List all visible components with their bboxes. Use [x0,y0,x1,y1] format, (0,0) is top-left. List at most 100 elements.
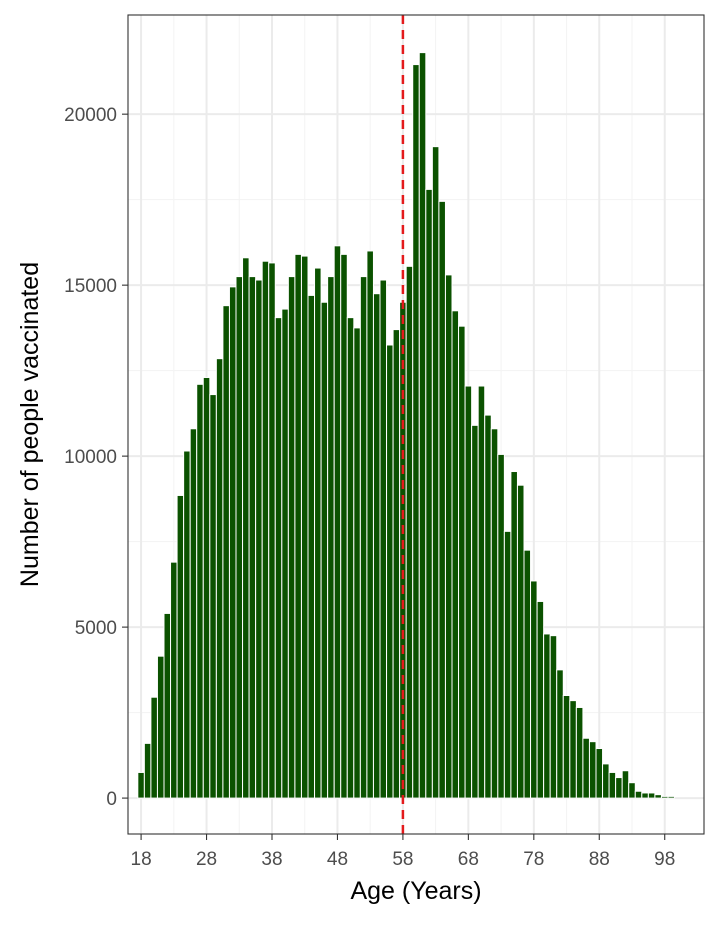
bar [425,188,433,799]
bar [490,428,499,799]
y-tick-label: 10000 [64,447,117,468]
bar [235,276,244,799]
bar [418,52,427,799]
bar [196,383,204,799]
bar [366,250,374,799]
bar [392,329,401,799]
bar [307,294,316,799]
bar [523,549,532,799]
bar [628,782,636,799]
bar [444,274,453,799]
bar [569,700,577,799]
bar [314,267,322,799]
bar [333,245,342,799]
bar [281,308,289,799]
x-tick-label: 28 [196,849,217,870]
bar [510,471,518,799]
x-tick-label: 48 [327,849,348,870]
y-tick-label: 5000 [75,618,117,639]
bar [359,276,368,799]
bar [176,494,185,799]
bar [346,317,355,799]
bar [274,317,283,799]
bar [497,453,505,799]
bar [641,792,649,799]
bar [222,305,230,799]
bar [340,253,348,799]
x-tick-label: 78 [523,849,544,870]
bar [608,771,617,799]
bar [379,279,388,799]
x-tick-label: 58 [392,849,413,870]
panel-border [127,14,705,835]
bars [137,52,676,799]
bar [556,669,564,799]
bar [503,530,512,799]
bar [255,279,263,799]
y-tick-label: 20000 [64,105,117,126]
bar [320,301,329,799]
y-tick-label: 0 [106,789,117,810]
bar [575,706,584,799]
bar [228,286,237,799]
x-tick-label: 18 [131,849,152,870]
x-tick-label: 68 [458,849,479,870]
bar [163,612,172,799]
bar [405,265,414,799]
bar [549,635,558,799]
bar [667,795,676,799]
bar [471,424,479,799]
x-tick-label: 88 [589,849,610,870]
bar [248,276,257,799]
bar [300,255,309,799]
bar [209,394,217,799]
bar [516,484,525,799]
bar [458,325,466,799]
bar [137,771,145,799]
bar [268,262,276,799]
bar [202,376,211,799]
bar [588,741,597,799]
bar [156,655,165,799]
bar [386,344,394,799]
bar [412,64,420,799]
axes: 18 28 38 48 58 68 78 88 98 0 5000 10000 15000 20000 [64,105,675,870]
bar [530,580,538,799]
y-tick-label: 15000 [64,276,117,297]
bar [183,450,191,799]
bar [431,146,440,799]
bar [602,763,610,799]
bar [294,253,302,799]
bar [464,385,473,799]
bar [215,358,224,799]
bar [660,795,669,799]
bar [150,696,158,799]
bar [372,293,381,799]
bar [327,276,335,799]
bar [536,600,545,799]
bar [170,561,178,799]
x-tick-label: 98 [654,849,675,870]
bar [143,742,152,799]
x-tick-label: 38 [261,849,282,870]
bar [562,695,571,799]
bar [543,633,551,799]
bar [647,792,656,799]
bar [451,310,460,799]
bar [582,737,590,799]
bar [621,770,630,799]
bar [477,385,486,799]
bar [615,777,623,799]
bar [654,794,662,799]
bar [189,428,198,799]
bar [438,200,446,799]
bar [634,790,643,799]
bar [287,276,296,799]
x-axis-title: Age (Years) [350,877,481,905]
bar [261,260,270,799]
bar [595,748,604,799]
bar [484,414,492,799]
bar [353,327,361,799]
